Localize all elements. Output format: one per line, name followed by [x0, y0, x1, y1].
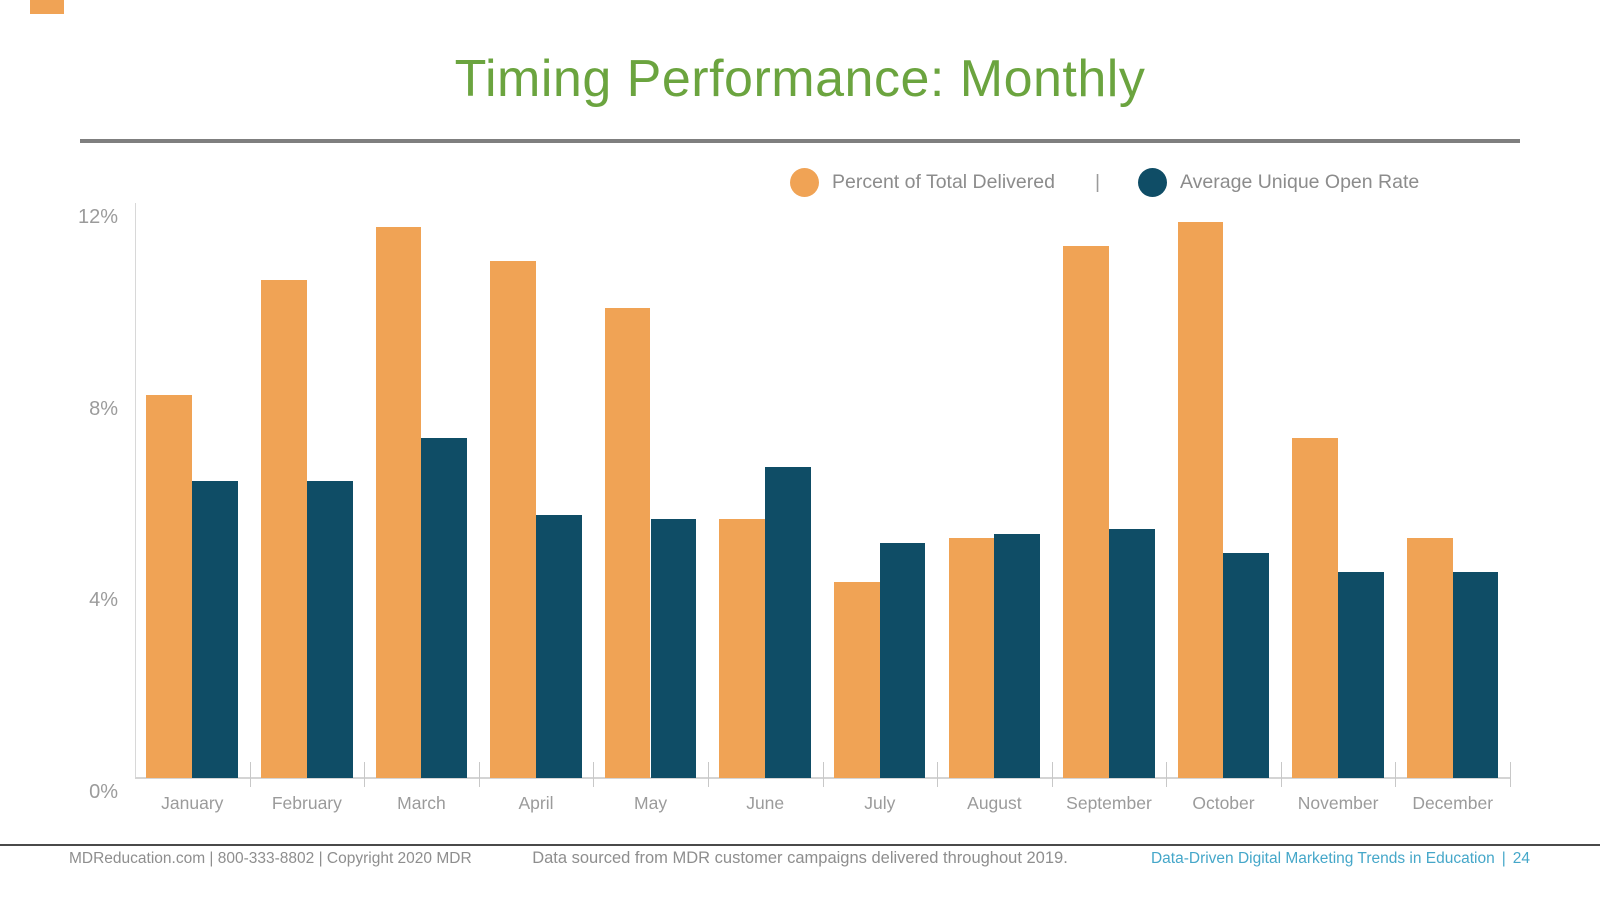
- x-axis-label-july: July: [864, 793, 896, 813]
- bar-open-rate-june: [765, 466, 811, 778]
- y-axis-label-4: 4%: [89, 589, 118, 612]
- bar-open-rate-april: [535, 514, 582, 778]
- bar-delivered-april: [490, 260, 536, 778]
- y-axis-label-8: 8%: [89, 397, 118, 420]
- bar-delivered-november: [1292, 437, 1338, 778]
- footer-contact: MDReducation.com | 800-333-8802 | Copyri…: [69, 850, 472, 867]
- bar-delivered-september: [1063, 246, 1109, 778]
- x-axis-tick: [1510, 762, 1511, 787]
- page-title: Timing Performance: Monthly: [454, 50, 1146, 108]
- slide-accent-mark: [30, 0, 64, 14]
- legend-label-delivered: Percent of Total Delivered: [832, 170, 1055, 193]
- x-axis-label-february: February: [271, 793, 342, 813]
- bar-open-rate-september: [1108, 528, 1155, 778]
- legend-swatch-delivered-icon: [790, 167, 819, 197]
- report-title-text: Data-Driven Digital Marketing Trends in …: [1150, 850, 1495, 867]
- x-axis-tick: [249, 762, 251, 787]
- y-axis-line: [135, 203, 136, 778]
- bar-open-rate-may: [650, 519, 697, 778]
- bar-open-rate-december: [1452, 572, 1499, 778]
- bar-delivered-march: [375, 227, 422, 778]
- bar-delivered-january: [146, 394, 193, 778]
- bar-delivered-october: [1177, 222, 1224, 778]
- bar-delivered-december: [1406, 538, 1453, 778]
- footer-report-title: Data-Driven Digital Marketing Trends in …: [1151, 850, 1530, 868]
- x-axis-tick: [1280, 762, 1282, 787]
- x-axis-label-august: August: [967, 793, 1022, 813]
- x-axis-label-october: October: [1192, 793, 1255, 813]
- x-axis-tick: [1051, 762, 1053, 787]
- x-axis-tick: [1166, 762, 1168, 787]
- x-axis-label-november: November: [1297, 793, 1379, 813]
- x-axis-label-december: December: [1412, 793, 1494, 813]
- x-axis-tick: [937, 762, 939, 787]
- x-axis-label-april: April: [518, 793, 554, 813]
- bar-open-rate-march: [421, 437, 468, 778]
- legend-swatch-open-rate-icon: [1138, 167, 1168, 197]
- x-axis-label-january: January: [161, 793, 224, 813]
- x-axis-tick: [478, 762, 480, 787]
- bar-delivered-july: [833, 581, 880, 778]
- x-axis-label-march: March: [397, 793, 446, 813]
- footer-divider: [0, 844, 1600, 846]
- bar-open-rate-february: [306, 480, 353, 778]
- x-axis-label-may: May: [634, 793, 668, 813]
- footer-source-note: Data sourced from MDR customer campaigns…: [532, 849, 1068, 867]
- footer-page-separator: |: [1501, 850, 1506, 867]
- x-axis-tick: [1395, 762, 1397, 787]
- x-axis-label-june: June: [746, 793, 785, 813]
- bar-delivered-february: [261, 279, 307, 778]
- bar-open-rate-november: [1338, 572, 1384, 778]
- bar-delivered-august: [948, 538, 995, 778]
- bar-delivered-may: [604, 308, 651, 778]
- y-axis-label-0: 0%: [89, 781, 118, 803]
- y-axis-label-12: 12%: [77, 206, 118, 228]
- bar-open-rate-july: [879, 543, 926, 778]
- bar-open-rate-august: [994, 533, 1041, 778]
- legend-separator: |: [1094, 170, 1101, 193]
- title-divider: [80, 139, 1520, 143]
- x-axis-tick: [364, 762, 366, 787]
- x-axis-label-september: September: [1066, 793, 1152, 813]
- x-axis-tick: [593, 762, 595, 787]
- legend-label-open-rate: Average Unique Open Rate: [1180, 170, 1420, 193]
- chart-legend: Percent of Total Delivered | Average Uni…: [790, 166, 1419, 198]
- x-axis-tick: [707, 762, 709, 787]
- bar-open-rate-january: [192, 480, 238, 778]
- page-number: 24: [1512, 850, 1530, 867]
- bar-open-rate-october: [1223, 552, 1270, 778]
- x-axis-tick: [822, 762, 824, 787]
- bar-delivered-june: [719, 519, 766, 778]
